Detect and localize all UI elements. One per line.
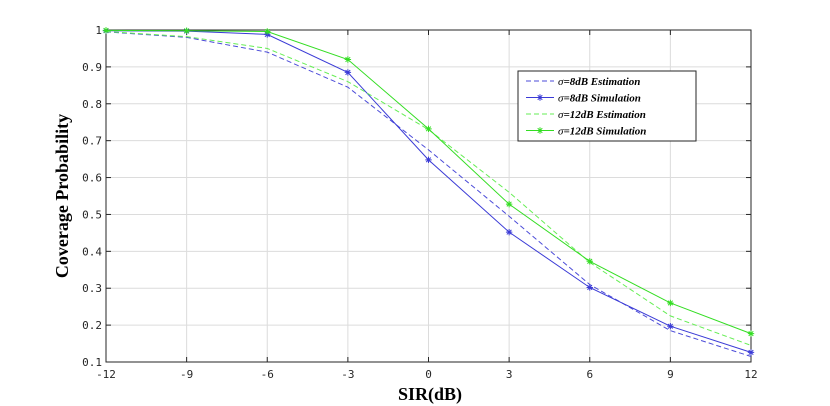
y-tick-label: 0.8 [82, 98, 102, 111]
x-tick-label: 12 [744, 368, 757, 381]
series-group [102, 27, 755, 357]
legend: σ=8dB Estimation σ=8dB Simulation σ=12dB E… [517, 70, 697, 142]
x-tick-label: -12 [96, 368, 116, 381]
data-point-series-4 [102, 27, 110, 34]
y-tick-label: 0.3 [82, 282, 102, 295]
x-tick-label: -6 [261, 368, 274, 381]
data-point-series-2 [505, 228, 513, 236]
legend-marker [536, 94, 544, 101]
series-line-3 [105, 30, 752, 346]
y-tick-label: 0.2 [82, 319, 102, 332]
data-point-series-4 [264, 28, 271, 35]
legend-box [517, 70, 697, 142]
y-tick-label: 0.5 [82, 208, 102, 221]
y-tick-label: 0.6 [82, 172, 102, 185]
y-tick-label: 1 [95, 24, 102, 37]
data-point-series-4 [425, 125, 432, 133]
x-axis-label: SIR(dB) [398, 384, 462, 405]
y-tick-label: 0.4 [82, 245, 102, 258]
ticks: -12 -9 -6 -3 0 3 6 9 12 0.1 0.2 0.3 0.4 0.5 0.6 0.7 0.8 0… [82, 24, 758, 381]
x-tick-label: 9 [667, 368, 674, 381]
data-point-series-2 [344, 69, 352, 76]
data-point-series-2 [586, 284, 593, 291]
legend-label-1: σ=8dB Estimation [558, 76, 640, 88]
y-tick-label: 0.7 [82, 135, 102, 148]
x-tick-label: -9 [180, 368, 193, 381]
data-point-series-4 [667, 299, 674, 307]
x-tick-label: 3 [506, 368, 513, 381]
x-tick-label: 6 [586, 368, 593, 381]
series-line-1 [105, 31, 752, 357]
legend-label-2: σ=8dB Simulation [558, 93, 641, 105]
data-point-series-4 [344, 56, 352, 63]
y-axis-label: Coverage Probability [52, 114, 72, 278]
legend-label-3: σ=12dB Estimation [558, 109, 646, 121]
data-point-series-2 [747, 349, 755, 356]
y-tick-label: 0.9 [82, 61, 102, 74]
y-tick-label: 0.1 [82, 356, 102, 369]
grid [105, 29, 752, 363]
data-point-series-2 [425, 156, 432, 164]
legend-label-4: σ=12dB Simulation [558, 126, 646, 138]
data-point-series-4 [505, 200, 513, 208]
x-tick-label: 0 [425, 368, 432, 381]
data-point-series-4 [747, 330, 755, 337]
data-point-series-4 [183, 27, 190, 34]
legend-marker [536, 127, 544, 134]
x-tick-label: -3 [341, 368, 354, 381]
data-point-series-4 [586, 258, 593, 265]
data-point-series-2 [667, 323, 674, 330]
